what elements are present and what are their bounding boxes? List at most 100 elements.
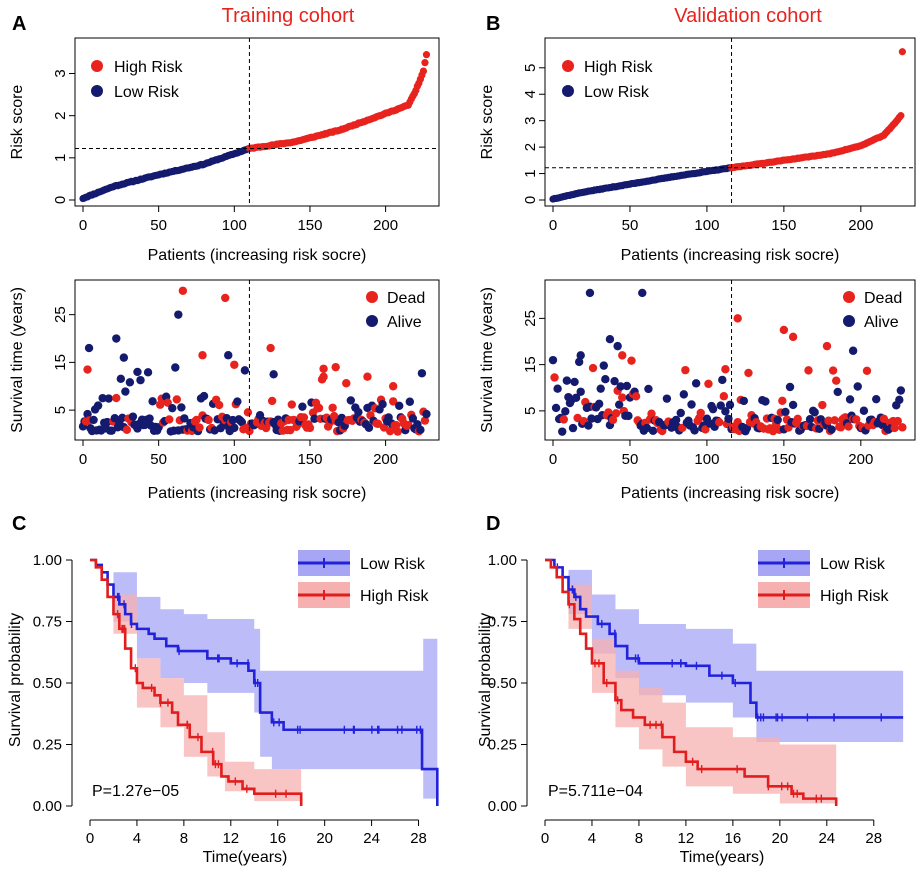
status-legend: Dead Alive [366, 290, 425, 331]
alive-point [104, 394, 113, 403]
dead-point [559, 415, 568, 424]
x-tick-label: 12 [222, 830, 239, 847]
panel-b-survival-status-plot: 0 50 100 150 200 5 15 25 Patients (increasing r… [479, 279, 916, 502]
survival-curves [545, 558, 904, 806]
y-tick-label: 2 [522, 143, 539, 151]
legend-high-risk-label: High Risk [820, 588, 889, 605]
y-axis-label: Survival probability [477, 613, 494, 747]
legend-dead-label: Dead [864, 290, 902, 307]
x-tick-label: 100 [222, 451, 247, 468]
dead-point [328, 403, 337, 412]
alive-point [613, 341, 622, 351]
panel-c-km-plot: 0.00 0.25 0.50 0.75 1.00 0 4 8 12 16 20 24 28 Time(y… [7, 550, 439, 866]
alive-point [721, 407, 730, 416]
y-tick-label: 0 [52, 196, 69, 204]
x-tick-label: 0 [79, 217, 87, 234]
dead-point [618, 351, 627, 360]
x-tick-label: 28 [865, 830, 882, 847]
panel-letter-c: C [12, 513, 26, 535]
y-tick-label: 0.00 [488, 798, 517, 815]
y-axis-label: Risk score [479, 85, 496, 160]
alive-point [548, 355, 558, 365]
x-tick-label: 24 [818, 830, 835, 847]
alive-point [417, 369, 427, 378]
low-risk-ci-band [545, 560, 904, 747]
survival-curves [90, 558, 439, 806]
risk-points [75, 38, 439, 206]
alive-point [408, 414, 418, 423]
alive-point [848, 346, 858, 355]
x-tick-label: 0 [86, 830, 94, 847]
alive-point [853, 382, 862, 391]
dead-point [245, 426, 254, 436]
y-tick-label: 0.50 [488, 675, 517, 692]
high-risk-point [898, 48, 906, 56]
alive-point [364, 423, 374, 432]
y-tick-label: 0.50 [33, 675, 62, 692]
dead-point [267, 396, 277, 406]
dead-point [243, 408, 253, 417]
dead-point [836, 423, 846, 432]
y-axis-label: Survival probability [7, 613, 24, 747]
alive-point [240, 366, 250, 375]
x-tick-label: 50 [622, 451, 639, 468]
dead-point [214, 400, 224, 410]
dead-point [788, 332, 798, 342]
x-tick-label: 0 [541, 830, 549, 847]
panel-letter-a: A [12, 13, 26, 35]
dead-point [266, 343, 275, 353]
high-risk-ci-band [545, 560, 837, 806]
x-tick-label: 20 [771, 830, 788, 847]
dead-point [830, 416, 839, 425]
dead-point [363, 372, 372, 381]
dead-point [314, 403, 324, 413]
high-risk-point [422, 51, 431, 59]
legend-low-risk-label: Low Risk [360, 556, 426, 573]
alive-point [585, 288, 595, 298]
alive-point [805, 415, 815, 424]
dead-point [198, 351, 207, 360]
x-axis-label: Time(years) [203, 849, 288, 866]
alive-point [93, 401, 103, 410]
dead-point [611, 409, 621, 418]
alive-point [103, 417, 112, 427]
legend-low-risk-label: Low Risk [584, 84, 650, 101]
x-tick-label: 4 [588, 830, 596, 847]
alive-point [84, 343, 94, 353]
panel-b-risk-score-plot: 0 50 100 150 200 0 1 2 3 4 5 Patients (increasing … [479, 37, 916, 264]
alive-point [587, 414, 596, 423]
dead-point [388, 397, 398, 406]
alive-point [718, 375, 727, 385]
y-tick-label: 5 [522, 64, 539, 72]
y-tick-label: 0.00 [33, 798, 62, 815]
x-tick-label: 24 [363, 830, 380, 847]
high-risk-point [419, 67, 428, 75]
dead-point [305, 423, 315, 433]
x-tick-label: 8 [180, 830, 188, 847]
dead-point [793, 414, 802, 424]
x-tick-label: 12 [678, 830, 695, 847]
x-tick-label: 50 [622, 217, 639, 234]
axis-ticks: 0.00 0.25 0.50 0.75 1.00 0 4 8 12 16 20 24 28 [488, 552, 882, 847]
alive-point [378, 400, 387, 409]
alive-point [136, 375, 145, 385]
alive-point [121, 387, 130, 396]
dead-point [122, 425, 132, 435]
legend-high-risk-label: High Risk [584, 59, 653, 76]
alive-point [690, 426, 699, 435]
alive-point [119, 353, 129, 362]
y-tick-label: 4 [522, 90, 539, 98]
dead-point [744, 368, 753, 378]
legend-high-risk-marker [91, 60, 103, 72]
low-risk-curve [90, 558, 439, 806]
alive-point [89, 415, 98, 425]
legend-alive-label: Alive [864, 314, 899, 331]
dead-point [681, 365, 690, 375]
y-tick-label: 15 [52, 354, 69, 371]
dead-point [388, 382, 398, 391]
x-tick-label: 200 [373, 217, 398, 234]
x-tick-label: 200 [373, 451, 398, 468]
dead-point [299, 413, 309, 422]
dead-point [828, 366, 838, 375]
panel-a-survival-status-plot: 0 50 100 150 200 5 15 25 Patients (increasing r… [9, 279, 440, 502]
